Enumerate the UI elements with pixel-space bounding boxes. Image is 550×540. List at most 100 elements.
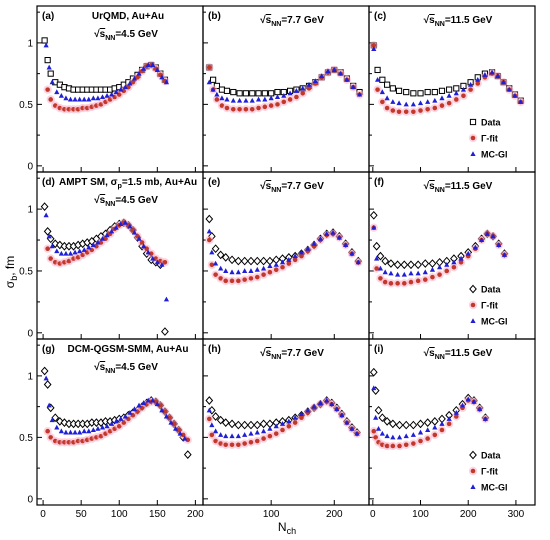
data-point	[240, 256, 249, 266]
gamma-fit-point	[437, 272, 442, 277]
mc-gl-point	[224, 96, 230, 102]
mc-gl-point	[356, 91, 363, 97]
gamma-fit-point	[432, 432, 438, 438]
panel-letter: (c)	[374, 11, 386, 22]
gamma-fit-point	[229, 442, 235, 448]
mc-gl-point	[396, 434, 403, 440]
mc-gl-point	[262, 96, 268, 102]
gamma-fit-point	[148, 251, 154, 256]
mc-gl-point	[46, 233, 52, 239]
gamma-fit-point	[162, 260, 168, 265]
panel-energy: √sNN=11.5 GeV	[424, 181, 493, 194]
gamma-fit-point	[390, 443, 396, 449]
data-point	[234, 420, 243, 430]
mc-gl-point	[72, 429, 78, 435]
mc-gl-point	[113, 418, 119, 424]
y-axis-label: σb, fm	[3, 256, 19, 288]
mc-gl-point	[279, 259, 286, 265]
mc-gl-point	[371, 385, 377, 391]
gamma-fit-point	[300, 91, 306, 96]
energy-label: √sNN=11.5 GeV	[424, 348, 493, 361]
mc-gl-point	[159, 407, 165, 413]
mc-gl-point	[325, 68, 331, 74]
mc-gl-point	[168, 419, 174, 425]
gamma-fit-point	[249, 106, 255, 112]
mc-gl-point	[292, 253, 298, 259]
mc-gl-point	[422, 269, 428, 275]
mc-gl-point	[49, 243, 55, 249]
mc-gl-point	[118, 221, 124, 226]
mc-gl-point	[477, 406, 483, 412]
mc-gl-point	[292, 414, 298, 420]
data-point	[228, 255, 236, 265]
panel-title: AMPT SM, σp=1.5 mb, Au+Au	[59, 177, 197, 190]
gamma-fit-point	[121, 88, 127, 94]
mc-gl-point	[131, 406, 138, 412]
mc-gl-point	[260, 428, 267, 434]
gamma-fit-point	[390, 108, 396, 113]
mc-gl-point	[95, 95, 101, 101]
gamma-fit-point	[223, 442, 229, 448]
data-point	[446, 86, 453, 93]
gamma-fit-point	[384, 105, 390, 111]
data-point	[221, 253, 230, 262]
gamma-fit-point	[371, 428, 377, 434]
gamma-fit-point	[422, 277, 428, 282]
mc-gl-point	[337, 70, 344, 76]
panel-h: 100 200 (h) √sNN=7.7 GeV	[202, 338, 370, 520]
mc-gl-point	[63, 95, 69, 101]
gamma-fit-point	[395, 281, 400, 286]
mc-gl-point	[248, 430, 254, 436]
mc-gl-point	[46, 402, 52, 408]
mc-gl-point	[375, 425, 382, 431]
mc-gl-point	[113, 224, 119, 230]
y-tick-label: 0.5	[19, 433, 33, 444]
mc-gl-point	[312, 78, 318, 84]
mc-gl-point	[254, 429, 260, 435]
mc-gl-point	[465, 250, 471, 256]
data-point	[388, 419, 397, 429]
mc-gl-point	[235, 433, 241, 439]
mc-gl-point	[429, 266, 436, 272]
gamma-fit-point	[121, 420, 127, 425]
legend-gamma-label: Γ-fit	[481, 301, 498, 311]
mc-gl-point	[279, 421, 286, 426]
mc-gl-point	[388, 270, 394, 276]
mc-gl-point	[136, 402, 142, 408]
mc-gl-point	[163, 413, 170, 419]
mc-gl-point	[379, 430, 385, 436]
panel-letter: (h)	[208, 344, 221, 355]
data-point	[393, 260, 402, 270]
mc-gl-point	[317, 236, 323, 241]
energy-label: √sNN=7.7 GeV	[260, 181, 324, 194]
mc-gl-point	[104, 232, 110, 238]
gamma-fit-point	[458, 260, 464, 265]
legend-mc-marker	[470, 318, 476, 323]
panel-letter: (b)	[208, 11, 221, 22]
mc-gl-point	[471, 398, 477, 404]
data-point	[216, 250, 225, 260]
gamma-fit-point	[403, 109, 409, 115]
mc-gl-point	[475, 76, 481, 82]
mc-gl-point	[458, 255, 464, 261]
panel-letter: (i)	[374, 344, 383, 355]
data-point	[253, 420, 262, 430]
mc-gl-point	[219, 95, 225, 101]
data-point	[209, 76, 217, 83]
y-tick-label: 1	[27, 38, 33, 49]
mc-gl-point	[465, 396, 471, 402]
mc-gl-point	[163, 79, 170, 85]
mc-gl-point	[453, 409, 459, 415]
mc-gl-point	[339, 412, 345, 418]
panel-c: (c) √sNN=11.5 GeV Data Γ-fit MC-Gl	[368, 5, 536, 173]
gamma-fit-point	[439, 103, 445, 108]
gamma-fit-point	[162, 409, 168, 414]
mc-gl-point	[172, 425, 179, 431]
data-point	[417, 90, 424, 97]
legend: Data Γ-fit MC-Gl	[468, 285, 508, 327]
legend-gamma-label: Γ-fit	[481, 467, 498, 477]
mc-gl-point	[209, 249, 215, 255]
energy-label: √sNN=7.7 GeV	[260, 15, 324, 28]
mc-gl-point	[63, 250, 69, 256]
mc-gl-point	[439, 421, 445, 426]
